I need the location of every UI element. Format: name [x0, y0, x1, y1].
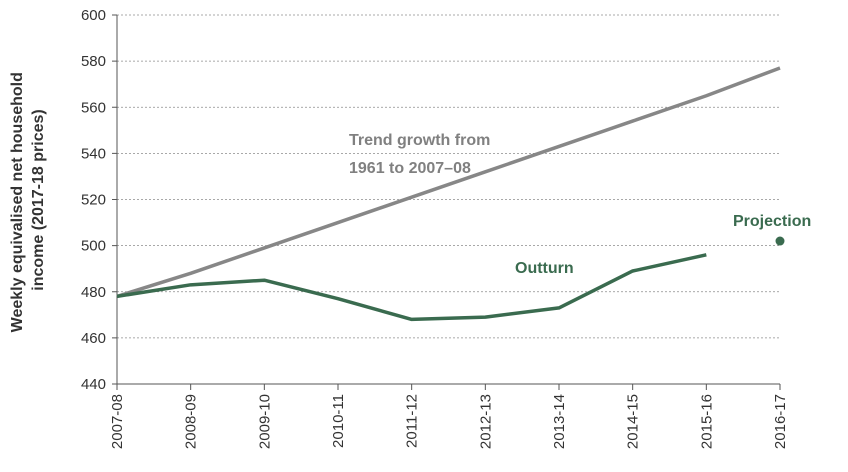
y-tick-label: 440 [81, 376, 106, 393]
y-tick-label: 500 [81, 238, 106, 255]
x-tick-label: 2007-08 [109, 394, 126, 449]
trend-label-line-2: 1961 to 2007–08 [349, 160, 471, 177]
y-axis-title-line-2: income (2017-18 prices) [30, 109, 47, 290]
y-axis-ticks: 440 460 480 500 520 540 560 580 600 [81, 7, 117, 393]
x-tick-label: 2016-17 [772, 394, 789, 449]
x-tick-label: 2008-09 [183, 394, 200, 449]
x-tick-label: 2014-15 [625, 394, 642, 449]
y-tick-label: 600 [81, 7, 106, 24]
x-tick-label: 2012-13 [477, 394, 494, 449]
x-tick-label: 2011-12 [404, 394, 421, 448]
y-tick-label: 580 [81, 53, 106, 70]
trend-label-line-1: Trend growth from [349, 132, 490, 149]
y-tick-label: 520 [81, 192, 106, 209]
x-tick-label: 2010-11 [330, 394, 347, 448]
y-axis-title: Weekly equivalised net household income … [9, 68, 47, 333]
series-group [116, 66, 785, 322]
x-tick-label: 2015-16 [698, 394, 715, 449]
projection-point [775, 236, 785, 246]
x-axis-ticks: 2007-08 2008-09 2009-10 2010-11 2011-12 2012-… [109, 384, 789, 449]
x-tick-label: 2009-10 [256, 394, 273, 449]
y-tick-label: 540 [81, 145, 106, 162]
trend-label: Trend growth from 1961 to 2007–08 [349, 132, 495, 177]
outturn-line [116, 253, 707, 322]
y-tick-label: 560 [81, 99, 106, 116]
trend-line [116, 66, 781, 299]
outturn-label: Outturn [515, 260, 574, 277]
y-tick-label: 480 [81, 284, 106, 301]
y-tick-label: 460 [81, 330, 106, 347]
x-tick-label: 2013-14 [551, 394, 568, 449]
y-axis-title-line-1: Weekly equivalised net household [9, 72, 26, 332]
projection-label: Projection [733, 213, 811, 230]
